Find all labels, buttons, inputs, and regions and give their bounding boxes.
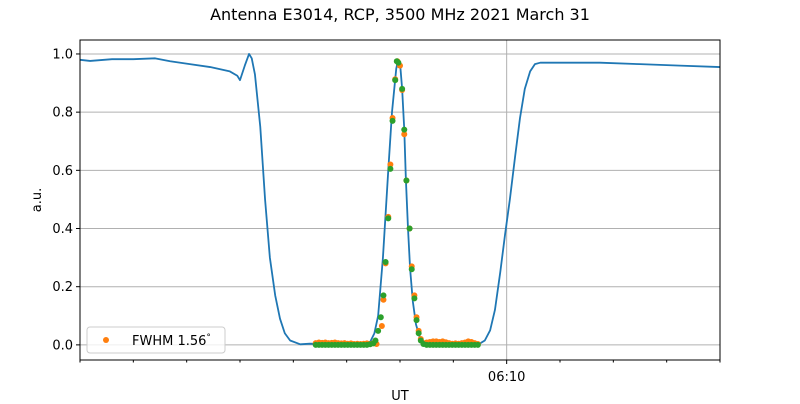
fit-point	[401, 126, 408, 133]
fit-point	[385, 215, 392, 222]
fwhm-point	[378, 322, 385, 329]
grid	[80, 40, 720, 360]
y-tick-label: 1.0	[52, 47, 73, 62]
series-line	[80, 53, 720, 346]
chart-title: Antenna E3014, RCP, 3500 MHz 2021 March …	[210, 5, 590, 24]
plot-area	[80, 53, 720, 348]
fit-point	[408, 266, 415, 273]
fit-point	[415, 330, 422, 337]
fit-point	[380, 292, 387, 299]
legend-box	[86, 326, 226, 354]
fit-point	[399, 85, 406, 92]
fit-point	[377, 314, 384, 321]
x-axis-label: UT	[391, 389, 409, 400]
fit-point	[389, 117, 396, 124]
y-tick-label: 0.0	[52, 338, 73, 353]
fit-point	[372, 337, 379, 344]
fit-point	[403, 177, 410, 184]
x-tick-label: 06:10	[488, 370, 525, 385]
legend-label: FWHM 1.56°	[132, 333, 211, 349]
y-tick-label: 0.2	[52, 280, 73, 295]
ticks: 0.0 0.2 0.4 0.6 0.8 1.0 06:10	[52, 47, 721, 385]
fwhm-point	[387, 161, 394, 168]
y-axis-label: a.u.	[30, 188, 45, 212]
fit-point	[395, 59, 402, 66]
fit-point	[392, 77, 399, 84]
fit-point	[382, 258, 389, 265]
legend-marker	[103, 337, 109, 343]
fit-point	[413, 317, 420, 324]
legend: FWHM 1.56°	[86, 326, 226, 354]
y-tick-label: 0.8	[52, 106, 73, 121]
fwhm-point	[380, 296, 387, 303]
fit-point	[387, 165, 394, 172]
fit-point	[411, 295, 418, 302]
fwhm-point	[401, 131, 408, 138]
fit-point	[474, 341, 481, 348]
fit-point	[406, 225, 413, 232]
y-tick-label: 0.4	[52, 222, 73, 237]
fit-point	[375, 327, 382, 334]
y-tick-label: 0.6	[52, 164, 73, 179]
